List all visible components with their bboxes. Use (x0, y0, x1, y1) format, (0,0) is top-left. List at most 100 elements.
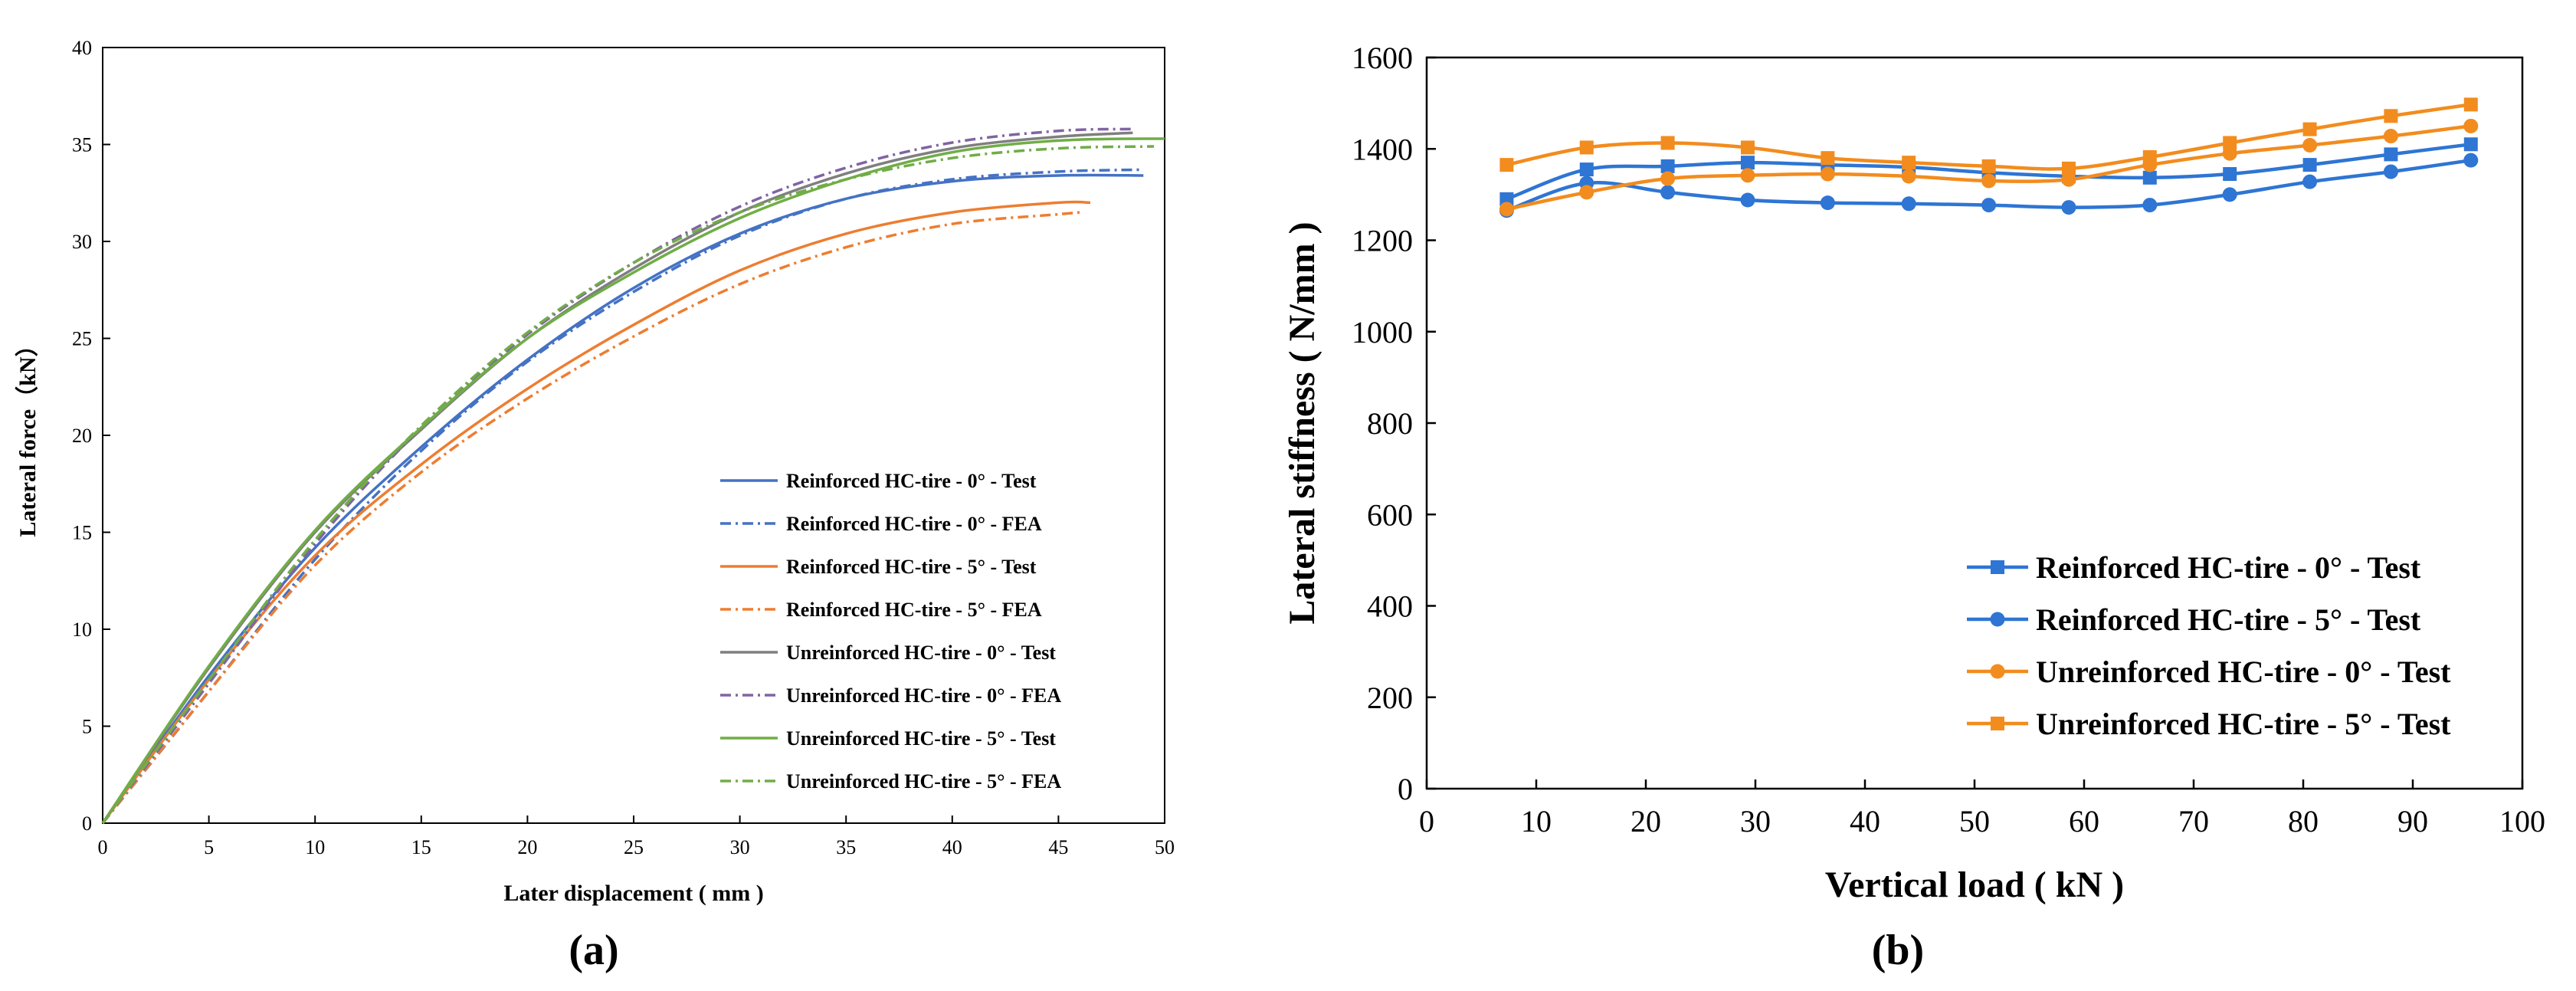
chart-b-data-point (1499, 202, 1514, 217)
chart-a-ticks: 0 5 10 15 20 25 30 35 40 45 50 0 5 10 15 20 25 30 35 40 (72, 37, 1175, 858)
chart-b-x-tick-label: 40 (1850, 804, 1880, 838)
chart-a: 0 5 10 15 20 25 30 35 40 45 50 0 5 10 15 20 25 30 35 40 Rei… (15, 37, 1175, 974)
chart-b-data-point (2142, 149, 2157, 164)
chart-a-x-tick-label: 30 (730, 836, 750, 858)
chart-a-y-tick-label: 15 (72, 522, 92, 544)
chart-b-y-tick-label: 1600 (1352, 41, 1413, 75)
chart-a-panel-label: (a) (569, 927, 618, 974)
chart-b-data-point (1820, 195, 1835, 211)
chart-b-legend-marker (1990, 612, 2005, 627)
chart-a-x-tick-label: 45 (1048, 836, 1068, 858)
chart-a-legend: Reinforced HC-tire - 0° - Test Reinforced… (720, 470, 1061, 792)
chart-b-data-point (1499, 158, 1514, 172)
chart-a-x-tick-label: 0 (98, 836, 108, 858)
chart-b-data-point (1820, 166, 1835, 182)
chart-a-series (101, 127, 1165, 825)
chart-b-series (1499, 97, 2479, 218)
chart-b-data-point (1660, 171, 1676, 186)
chart-b-data-point (2302, 158, 2317, 172)
chart-b-legend-marker (1991, 560, 2004, 574)
chart-b-data-point (2061, 172, 2076, 187)
chart-a-y-tick-label: 40 (72, 37, 92, 59)
chart-b-y-tick-label: 400 (1367, 589, 1413, 624)
chart-b-data-point (2383, 164, 2398, 179)
chart-b-y-tick-label: 1000 (1352, 315, 1413, 349)
chart-a-y-tick-label: 30 (72, 231, 92, 253)
chart-b-x-tick-label: 20 (1630, 804, 1661, 838)
chart-b-legend-label: Reinforced HC-tire - 0° - Test (2036, 550, 2421, 585)
chart-a-y-tick-label: 10 (72, 619, 92, 641)
chart-b-panel-label: (b) (1872, 927, 1924, 974)
chart-b-data-point (1740, 140, 1755, 155)
chart-a-legend-label: Unreinforced HC-tire - 0° - FEA (786, 684, 1061, 707)
chart-b-data-point (1821, 151, 1835, 166)
chart-b-legend: Reinforced HC-tire - 0° - Test Reinforced… (1967, 550, 2451, 741)
chart-b-legend-label: Reinforced HC-tire - 5° - Test (2036, 602, 2421, 637)
chart-a-y-tick-label: 0 (82, 812, 92, 835)
chart-a-x-tick-label: 40 (942, 836, 962, 858)
chart-b-data-point (1981, 159, 1996, 173)
chart-b-y-tick-label: 800 (1367, 406, 1413, 441)
chart-b-data-point (1901, 196, 1916, 212)
chart-b-y-tick-label: 600 (1367, 497, 1413, 532)
chart-a-y-tick-label: 20 (72, 425, 92, 447)
chart-b-x-tick-label: 50 (1959, 804, 1990, 838)
chart-b-data-point (1981, 198, 1997, 213)
chart-a-x-tick-label: 50 (1155, 836, 1175, 858)
chart-b-data-point (2384, 109, 2398, 123)
chart-b-data-point (1660, 159, 1675, 173)
chart-b-x-tick-label: 60 (2069, 804, 2099, 838)
chart-b-data-point (1499, 192, 1514, 206)
chart-b-data-point (2302, 174, 2318, 189)
chart-a-series-line-1 (101, 173, 1144, 825)
chart-b-data-point (2061, 200, 2076, 215)
chart-a-legend-label: Unreinforced HC-tire - 5° - FEA (786, 770, 1061, 792)
chart-b-data-point (2302, 137, 2318, 153)
chart-b-x-tick-label: 80 (2288, 804, 2319, 838)
chart-b-x-tick-label: 90 (2397, 804, 2428, 838)
chart-a-legend-label: Reinforced HC-tire - 0° - Test (786, 470, 1037, 492)
chart-b-data-point (2463, 137, 2478, 152)
chart-a-x-tick-label: 20 (517, 836, 537, 858)
chart-b-data-point (2061, 161, 2076, 176)
chart-a-x-tick-label: 35 (836, 836, 856, 858)
chart-b-y-tick-label: 200 (1367, 681, 1413, 715)
chart-b-data-point (1740, 168, 1755, 183)
chart-b-y-tick-label: 1400 (1352, 132, 1413, 166)
chart-a-series-line-4 (101, 211, 1080, 825)
chart-b-data-point (2302, 122, 2317, 136)
chart-b-data-point (1902, 156, 1916, 170)
chart-b-x-tick-label: 30 (1740, 804, 1771, 838)
chart-b-data-point (1740, 156, 1755, 170)
chart-b-legend-marker (1991, 717, 2004, 730)
chart-b-data-point (1901, 169, 1916, 184)
chart-a-legend-label: Unreinforced HC-tire - 5° - Test (786, 727, 1056, 750)
chart-b-legend-label: Unreinforced HC-tire - 0° - Test (2036, 655, 2451, 689)
chart-b-data-point (2463, 153, 2479, 168)
chart-b-legend-label: Unreinforced HC-tire - 5° - Test (2036, 707, 2451, 741)
chart-b-data-point (1579, 185, 1594, 200)
chart-b-x-tick-label: 70 (2178, 804, 2209, 838)
chart-b-data-point (1579, 162, 1594, 177)
chart-a-legend-label: Reinforced HC-tire - 5° - FEA (786, 599, 1042, 621)
chart-b-data-point (1660, 136, 1675, 150)
chart-a-x-tick-label: 25 (624, 836, 644, 858)
chart-a-y-tick-label: 5 (82, 716, 92, 738)
chart-b-x-tick-label: 0 (1419, 804, 1434, 838)
chart-b-data-point (2142, 170, 2157, 185)
chart-b-data-point (1579, 140, 1594, 155)
chart-b-x-tick-label: 10 (1521, 804, 1552, 838)
chart-b-data-point (2463, 97, 2478, 112)
chart-b-data-point (1740, 192, 1755, 208)
chart-a-x-axis-label: Later displacement ( mm ) (503, 881, 763, 906)
chart-b-y-tick-label: 1200 (1352, 224, 1413, 258)
chart-b-data-point (2223, 136, 2237, 150)
chart-a-legend-label: Reinforced HC-tire - 5° - Test (786, 556, 1037, 578)
chart-a-series-line-7 (101, 137, 1165, 824)
chart-a-x-tick-label: 5 (204, 836, 214, 858)
chart-b-x-axis-label: Vertical load ( kN ) (1825, 865, 2124, 905)
chart-a-plot-frame (102, 47, 1165, 824)
chart-a-y-tick-label: 35 (72, 134, 92, 156)
chart-b-data-point (1981, 173, 1997, 189)
